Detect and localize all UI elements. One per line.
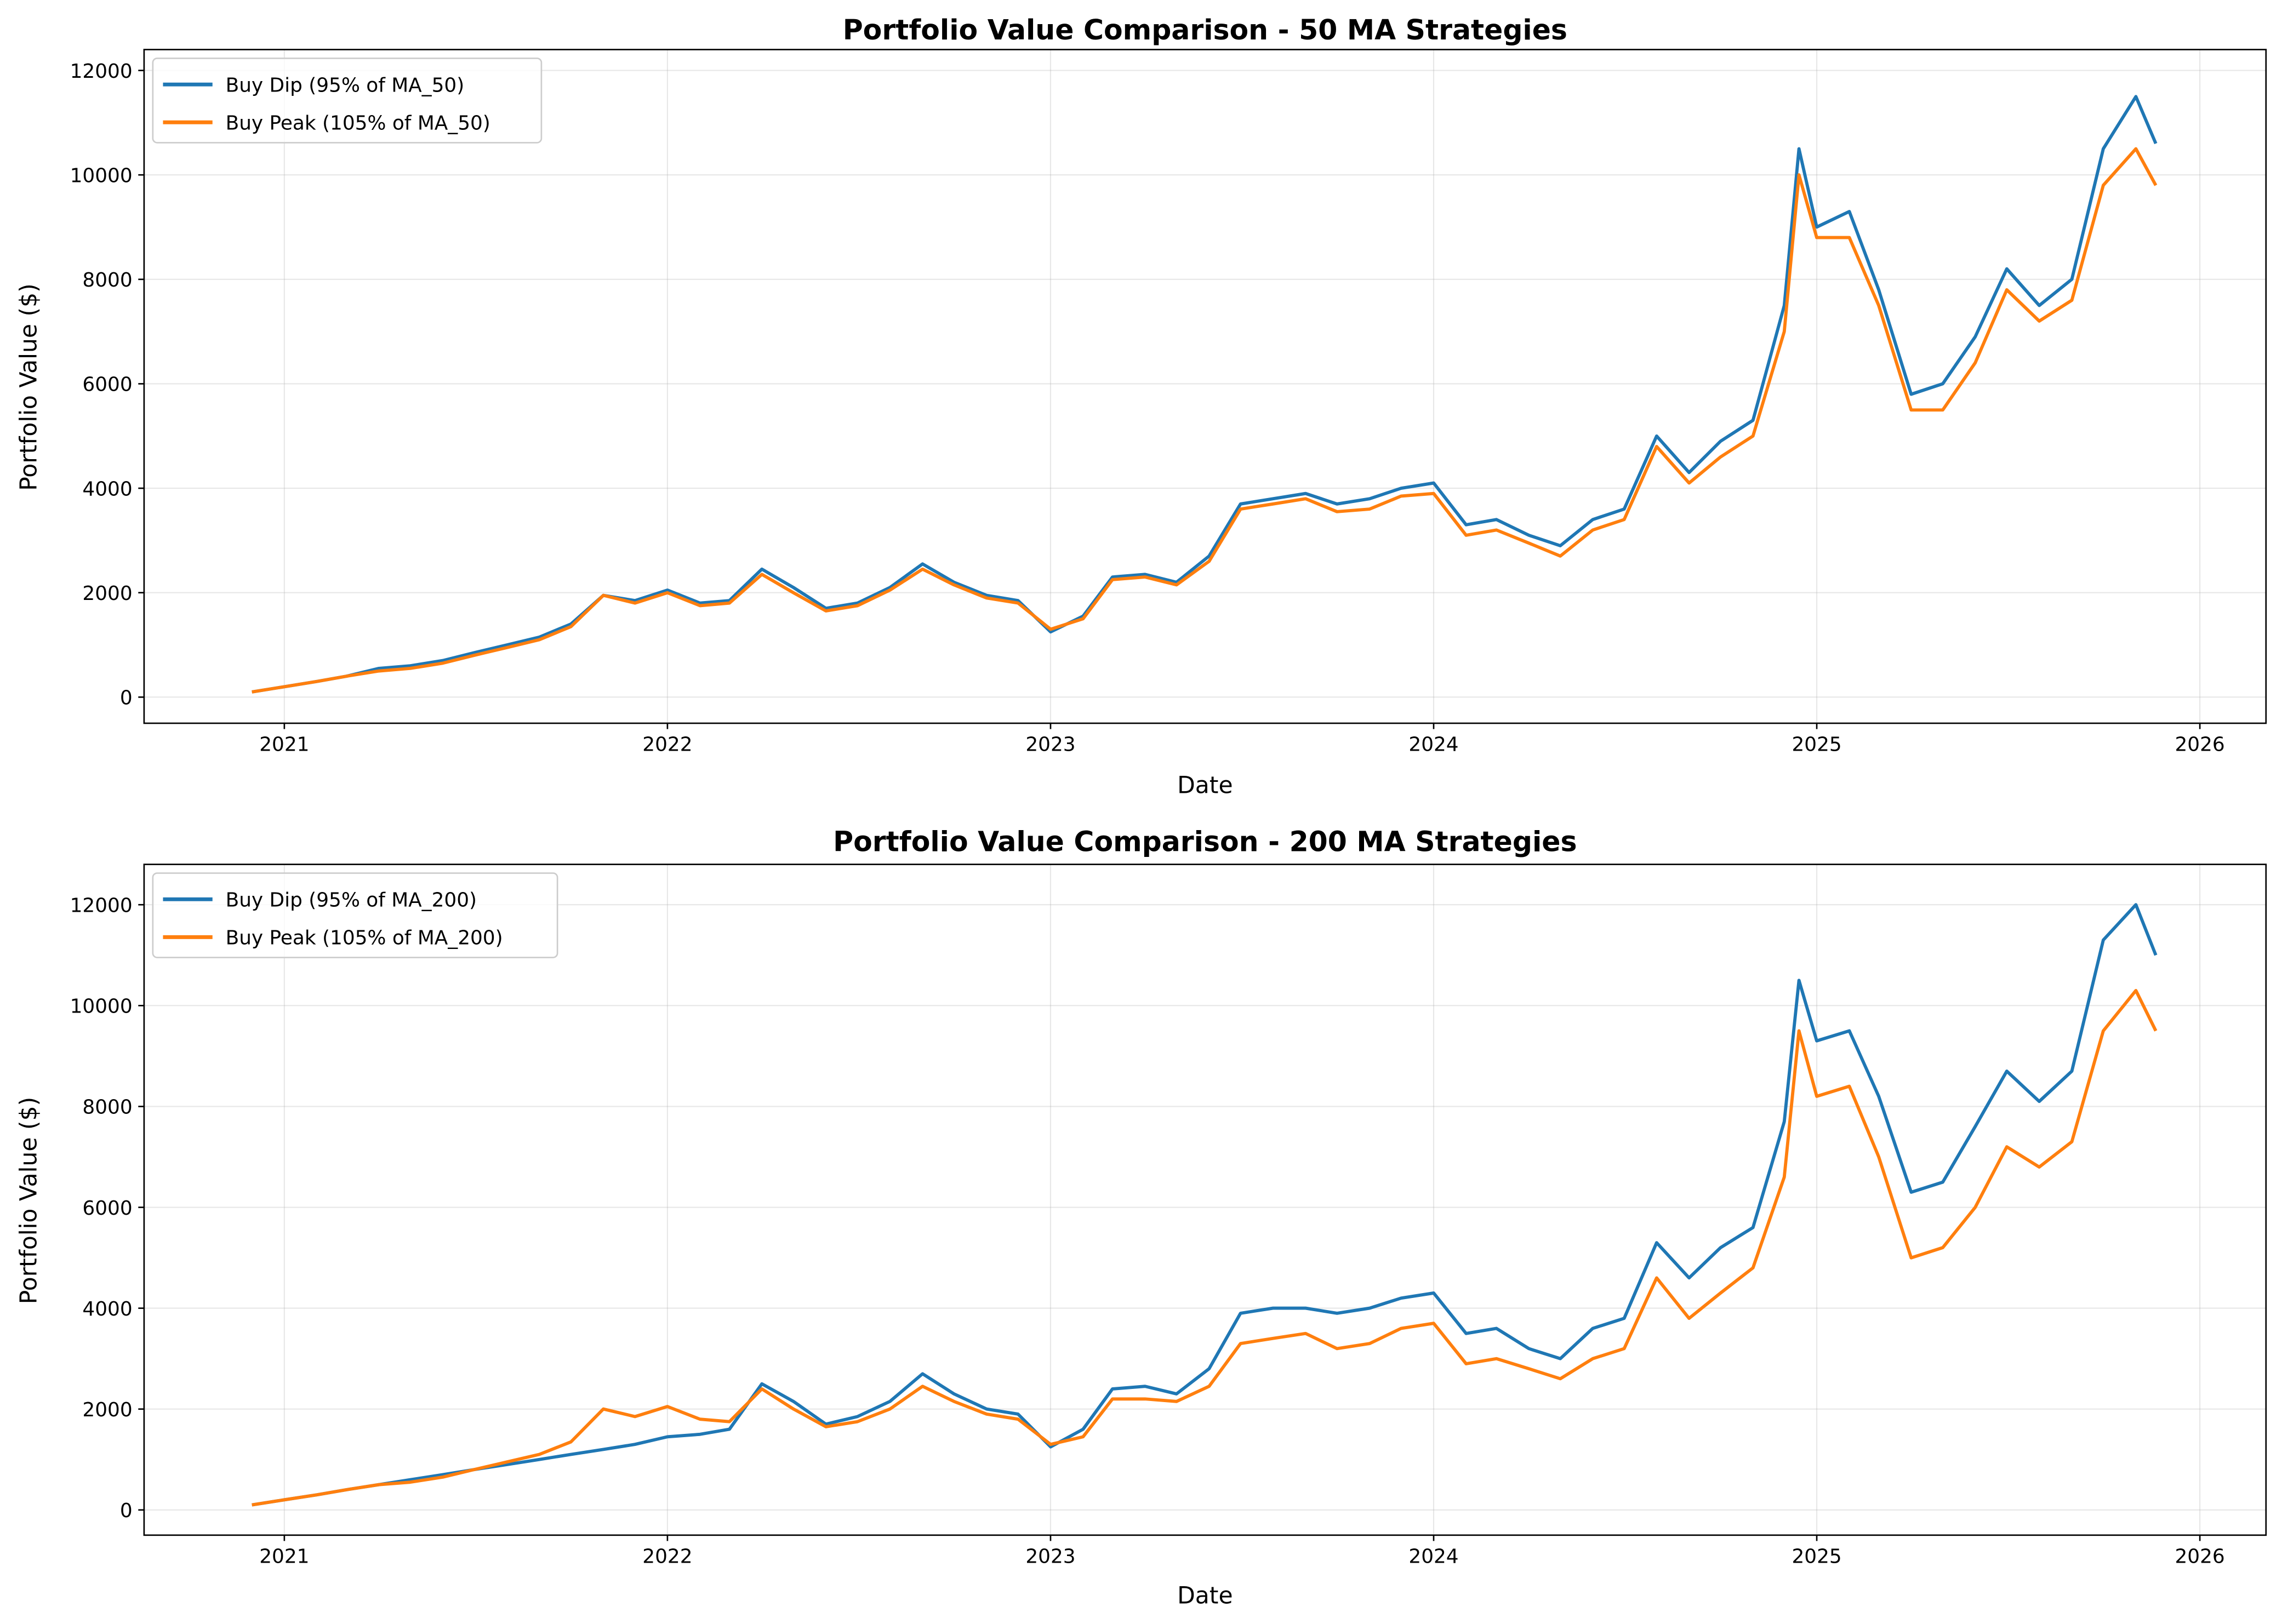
legend: Buy Dip (95% of MA_200) Buy Peak (105% o… xyxy=(152,872,558,958)
x-tick-label: 2026 xyxy=(2175,733,2225,756)
x-tick-label: 2023 xyxy=(1025,1545,1075,1568)
legend-label-buy-dip: Buy Dip (95% of MA_200) xyxy=(226,889,477,912)
y-tick-label: 4000 xyxy=(82,478,132,500)
y-tick-label: 8000 xyxy=(82,1096,132,1119)
y-tick-label: 10000 xyxy=(70,164,133,187)
plot-frame xyxy=(143,49,2267,724)
y-tick-label: 12000 xyxy=(70,895,133,917)
x-tick-label: 2023 xyxy=(1025,733,1075,756)
chart-title: Portfolio Value Comparison - 200 MA Stra… xyxy=(833,826,1577,858)
y-tick-label: 12000 xyxy=(70,60,133,83)
y-tick-label: 8000 xyxy=(82,269,132,291)
y-tick-label: 0 xyxy=(120,1500,133,1522)
x-axis-label: Date xyxy=(1177,1583,1233,1610)
legend: Buy Dip (95% of MA_50) Buy Peak (105% of… xyxy=(152,58,543,144)
x-tick-label: 2024 xyxy=(1408,1545,1458,1568)
y-tick-label: 2000 xyxy=(82,582,132,605)
y-tick-label: 4000 xyxy=(82,1298,132,1320)
x-tick-label: 2024 xyxy=(1408,733,1458,756)
y-axis-label: Portfolio Value ($) xyxy=(15,1097,42,1304)
series-line-buy-peak xyxy=(252,988,2158,1507)
plot-frame xyxy=(143,864,2267,1536)
legend-label-buy-dip: Buy Dip (95% of MA_50) xyxy=(226,74,465,96)
y-tick-label: 2000 xyxy=(82,1399,132,1421)
chart-panel-ma50: Portfolio Value Comparison - 50 MA Strat… xyxy=(15,14,2267,799)
x-tick-label: 2022 xyxy=(642,1545,692,1568)
chart-title: Portfolio Value Comparison - 50 MA Strat… xyxy=(843,14,1567,46)
x-tick-label: 2025 xyxy=(1792,733,1841,756)
y-tick-label: 6000 xyxy=(82,1197,132,1220)
x-tick-label: 2025 xyxy=(1792,1545,1841,1568)
x-tick-label: 2021 xyxy=(259,1545,309,1568)
y-tick-label: 0 xyxy=(120,687,133,710)
x-tick-label: 2022 xyxy=(642,733,692,756)
x-tick-label: 2021 xyxy=(259,733,309,756)
y-axis-label: Portfolio Value ($) xyxy=(15,283,42,491)
series-line-buy-peak xyxy=(252,147,2158,694)
chart-panel-ma200: Portfolio Value Comparison - 200 MA Stra… xyxy=(15,826,2267,1610)
y-tick-label: 6000 xyxy=(82,374,132,396)
x-tick-label: 2026 xyxy=(2175,1545,2225,1568)
legend-label-buy-peak: Buy Peak (105% of MA_50) xyxy=(226,112,490,135)
x-axis-label: Date xyxy=(1177,772,1233,799)
y-tick-label: 10000 xyxy=(70,996,133,1018)
series-line-buy-dip xyxy=(252,903,2158,1507)
legend-label-buy-peak: Buy Peak (105% of MA_200) xyxy=(226,927,503,950)
